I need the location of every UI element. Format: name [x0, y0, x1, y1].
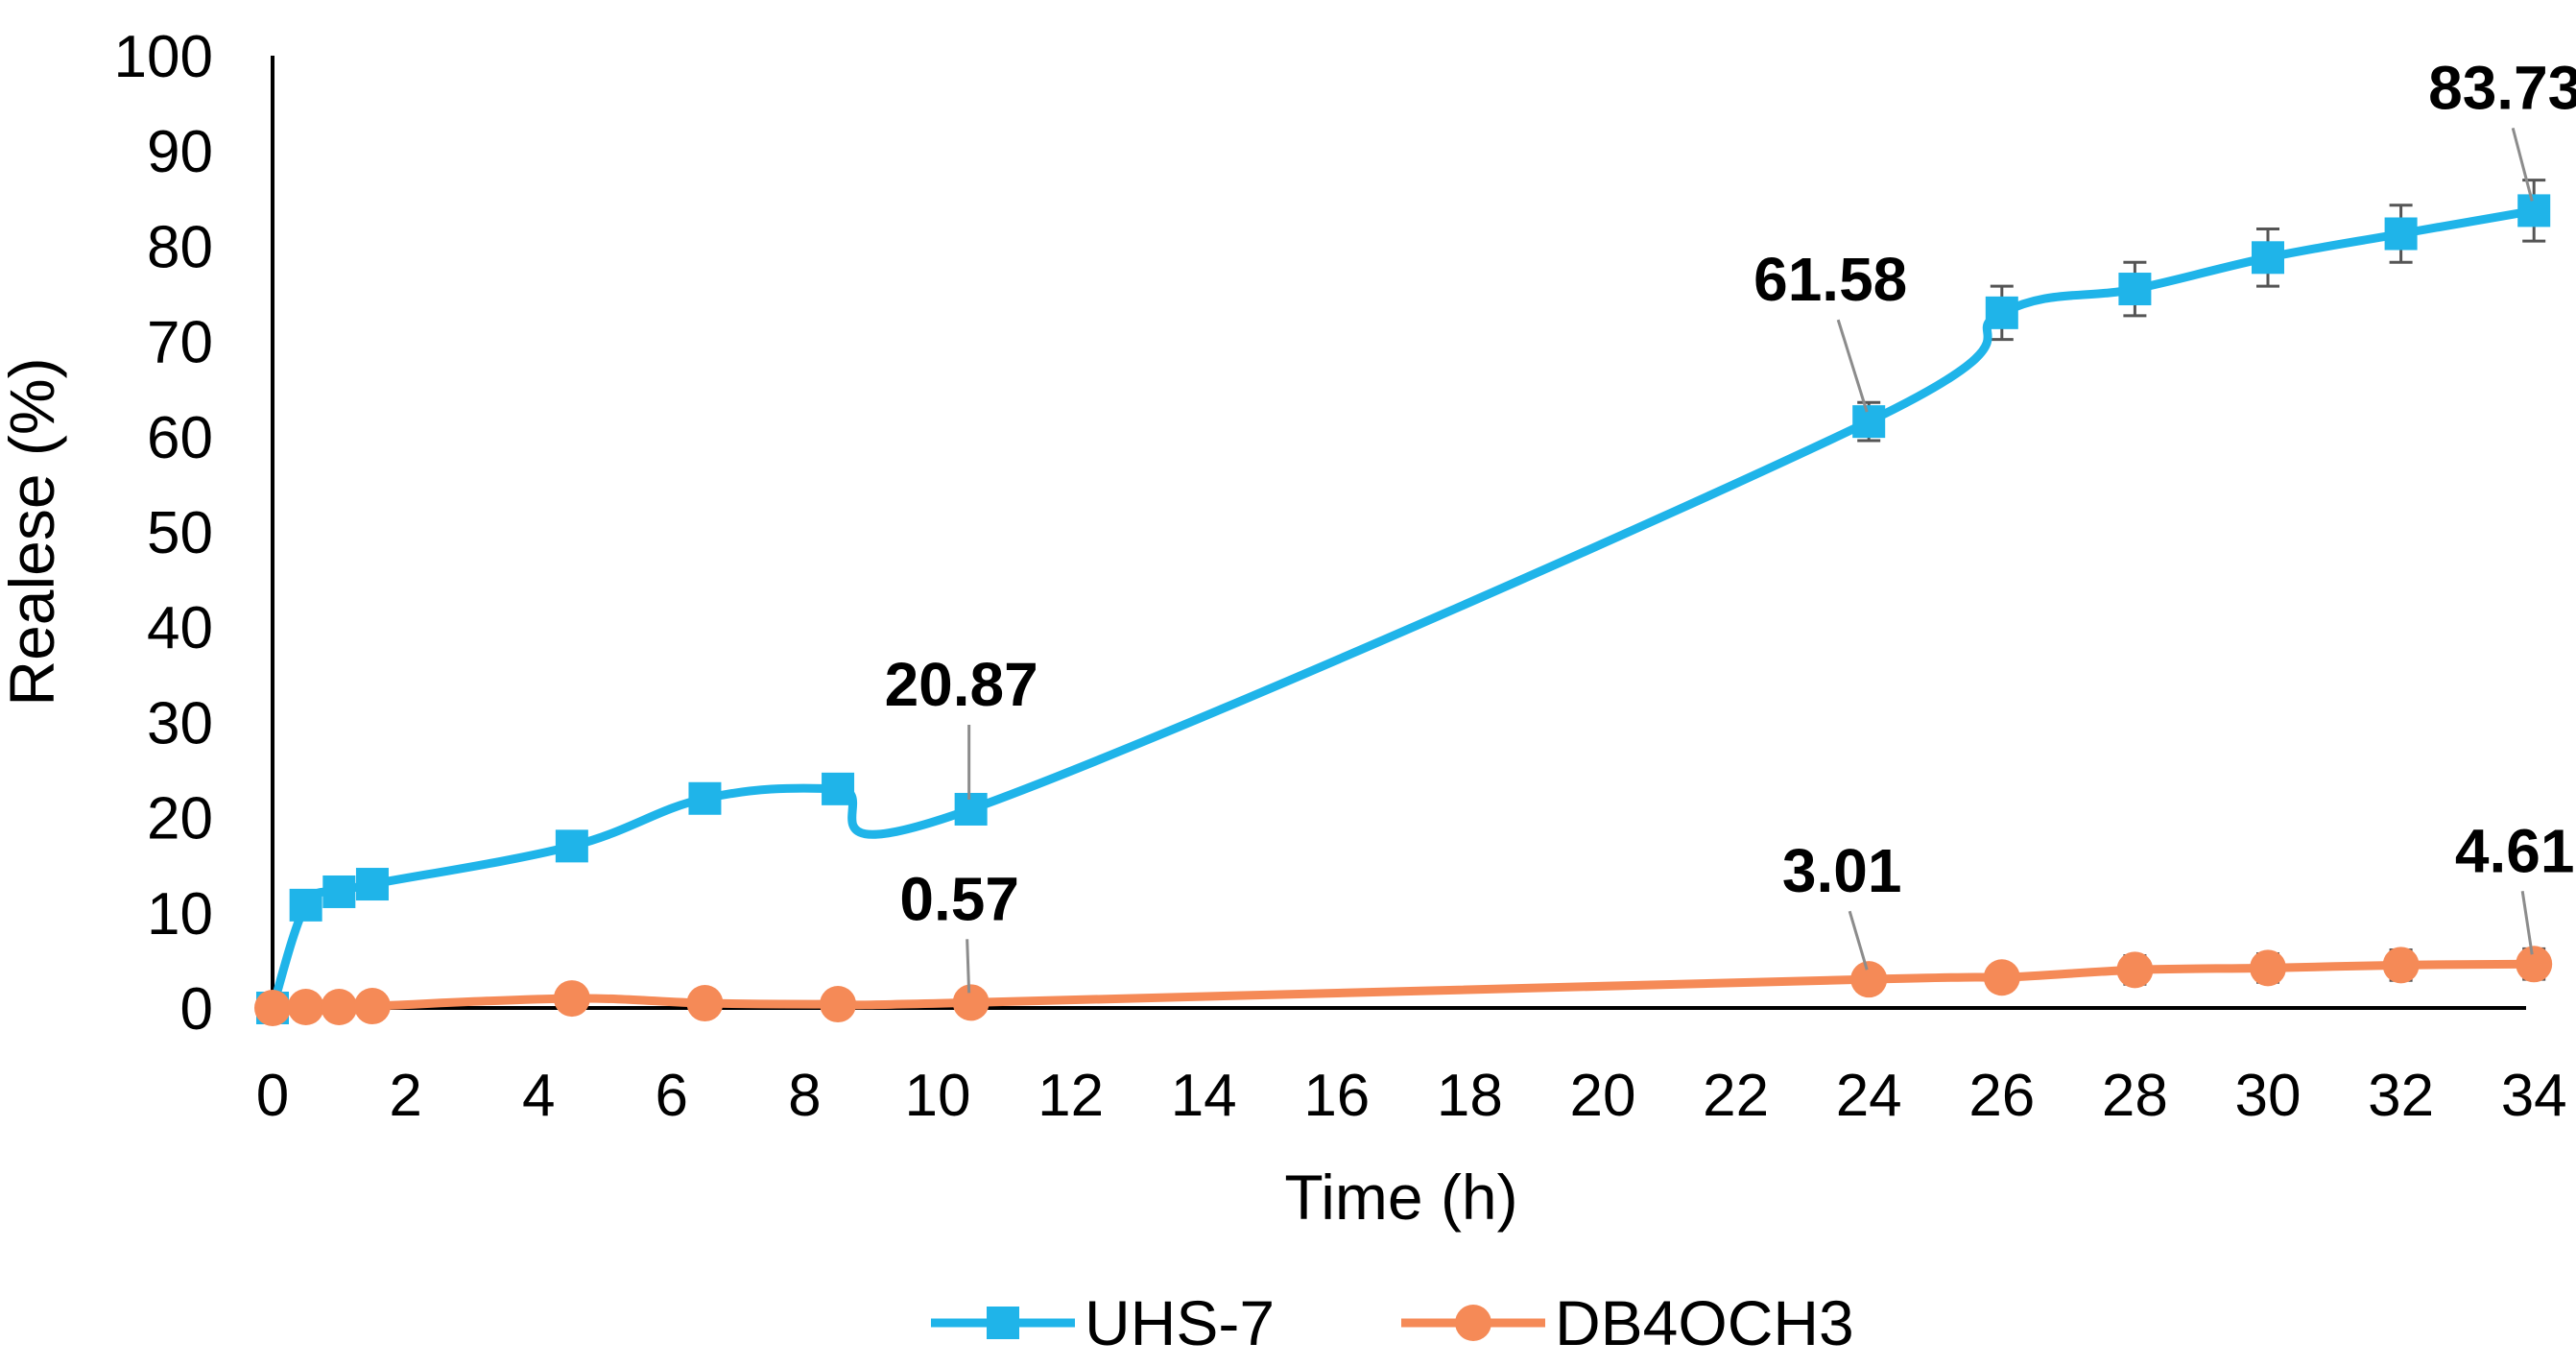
y-tick-label: 20 [147, 786, 213, 852]
leader-line [1848, 910, 1869, 971]
x-tick-label: 18 [1437, 1063, 1503, 1129]
data-point [2382, 947, 2420, 984]
y-tick-label: 10 [147, 881, 213, 947]
series-db4och3 [254, 946, 2553, 1026]
legend: UHS-7 DB4OCH3 [931, 1287, 1854, 1358]
y-tick-label: 30 [147, 690, 213, 756]
x-tick-label: 0 [256, 1063, 289, 1129]
data-label: 0.57 [899, 864, 1019, 933]
y-tick-label: 60 [147, 405, 213, 471]
data-point [2118, 273, 2152, 306]
data-point [2516, 946, 2553, 983]
x-tick-label: 8 [788, 1063, 821, 1129]
data-point [2517, 194, 2551, 228]
x-tick-label: 30 [2235, 1063, 2302, 1129]
legend-item-db4och3: DB4OCH3 [1401, 1287, 1854, 1358]
x-tick-label: 28 [2102, 1063, 2168, 1129]
x-tick-label: 4 [522, 1063, 555, 1129]
x-tick-label: 6 [656, 1063, 688, 1129]
data-point [353, 988, 391, 1025]
x-tick-label: 20 [1570, 1063, 1636, 1129]
x-tick-label: 14 [1171, 1063, 1237, 1129]
data-point [2116, 951, 2154, 989]
data-point [1985, 296, 2018, 329]
data-point [553, 980, 590, 1018]
y-tick-label: 50 [147, 500, 213, 566]
annotation-layer: 20.87 61.58 83.73 0.57 3.01 4.61 [885, 53, 2576, 994]
y-axis-title: Realese (%) [0, 357, 67, 706]
data-point [1983, 959, 2020, 996]
data-point [289, 888, 322, 922]
data-label: 20.87 [885, 650, 1038, 719]
x-tick-label: 12 [1038, 1063, 1104, 1129]
legend-marker [987, 1307, 1019, 1339]
x-tick-label: 10 [905, 1063, 971, 1129]
series-layer [254, 179, 2553, 1026]
x-tick-label: 26 [1968, 1063, 2035, 1129]
legend-label: DB4OCH3 [1555, 1287, 1854, 1358]
x-tick-label: 34 [2501, 1063, 2567, 1129]
series-line [272, 959, 2535, 1013]
leader-line [2520, 891, 2534, 955]
legend-label: UHS-7 [1085, 1287, 1275, 1358]
legend-marker [1455, 1305, 1491, 1341]
data-point [954, 792, 988, 826]
data-point [2384, 217, 2418, 251]
y-tick-label: 70 [147, 310, 213, 376]
data-label: 83.73 [2428, 53, 2576, 122]
data-point [1852, 405, 1886, 439]
x-tick-label: 2 [389, 1063, 421, 1129]
y-tick-label: 40 [147, 595, 213, 661]
series-line [268, 205, 2535, 1010]
data-label: 61.58 [1753, 245, 1907, 314]
data-point [820, 986, 857, 1023]
legend-item-uhs-7: UHS-7 [931, 1287, 1275, 1358]
y-tick-label: 80 [147, 214, 213, 280]
data-point [287, 989, 324, 1026]
data-point [688, 781, 722, 815]
y-tick-label: 0 [180, 976, 213, 1043]
x-tick-label: 32 [2368, 1063, 2434, 1129]
data-point [952, 984, 990, 1021]
data-point [254, 990, 291, 1026]
x-tick-label: 22 [1703, 1063, 1769, 1129]
data-label: 4.61 [2455, 816, 2575, 885]
series-uhs-7 [256, 179, 2551, 1024]
data-point [686, 985, 724, 1022]
x-tick-label: 16 [1303, 1063, 1370, 1129]
data-point [2252, 241, 2284, 275]
leader-line [1836, 319, 1869, 413]
data-point [1850, 961, 1888, 998]
x-tick-label: 24 [1836, 1063, 1902, 1129]
y-tick-label: 90 [147, 119, 213, 185]
data-point [822, 772, 855, 805]
data-point [2250, 949, 2286, 987]
leader-line [966, 939, 971, 994]
data-point [321, 989, 358, 1026]
data-point [555, 829, 588, 863]
leader-line [2511, 128, 2534, 202]
data-point [355, 868, 389, 901]
y-tick-label: 100 [114, 24, 213, 90]
data-label: 3.01 [1782, 836, 1902, 905]
x-axis-title: Time (h) [1284, 1162, 1517, 1233]
y-tick-labels: 0 10 20 30 40 50 60 70 80 90 100 [114, 24, 213, 1043]
data-point [322, 875, 356, 908]
x-tick-labels: 0 2 4 6 8 10 12 14 16 18 20 22 24 26 28 30 32 34 [256, 1063, 2567, 1129]
